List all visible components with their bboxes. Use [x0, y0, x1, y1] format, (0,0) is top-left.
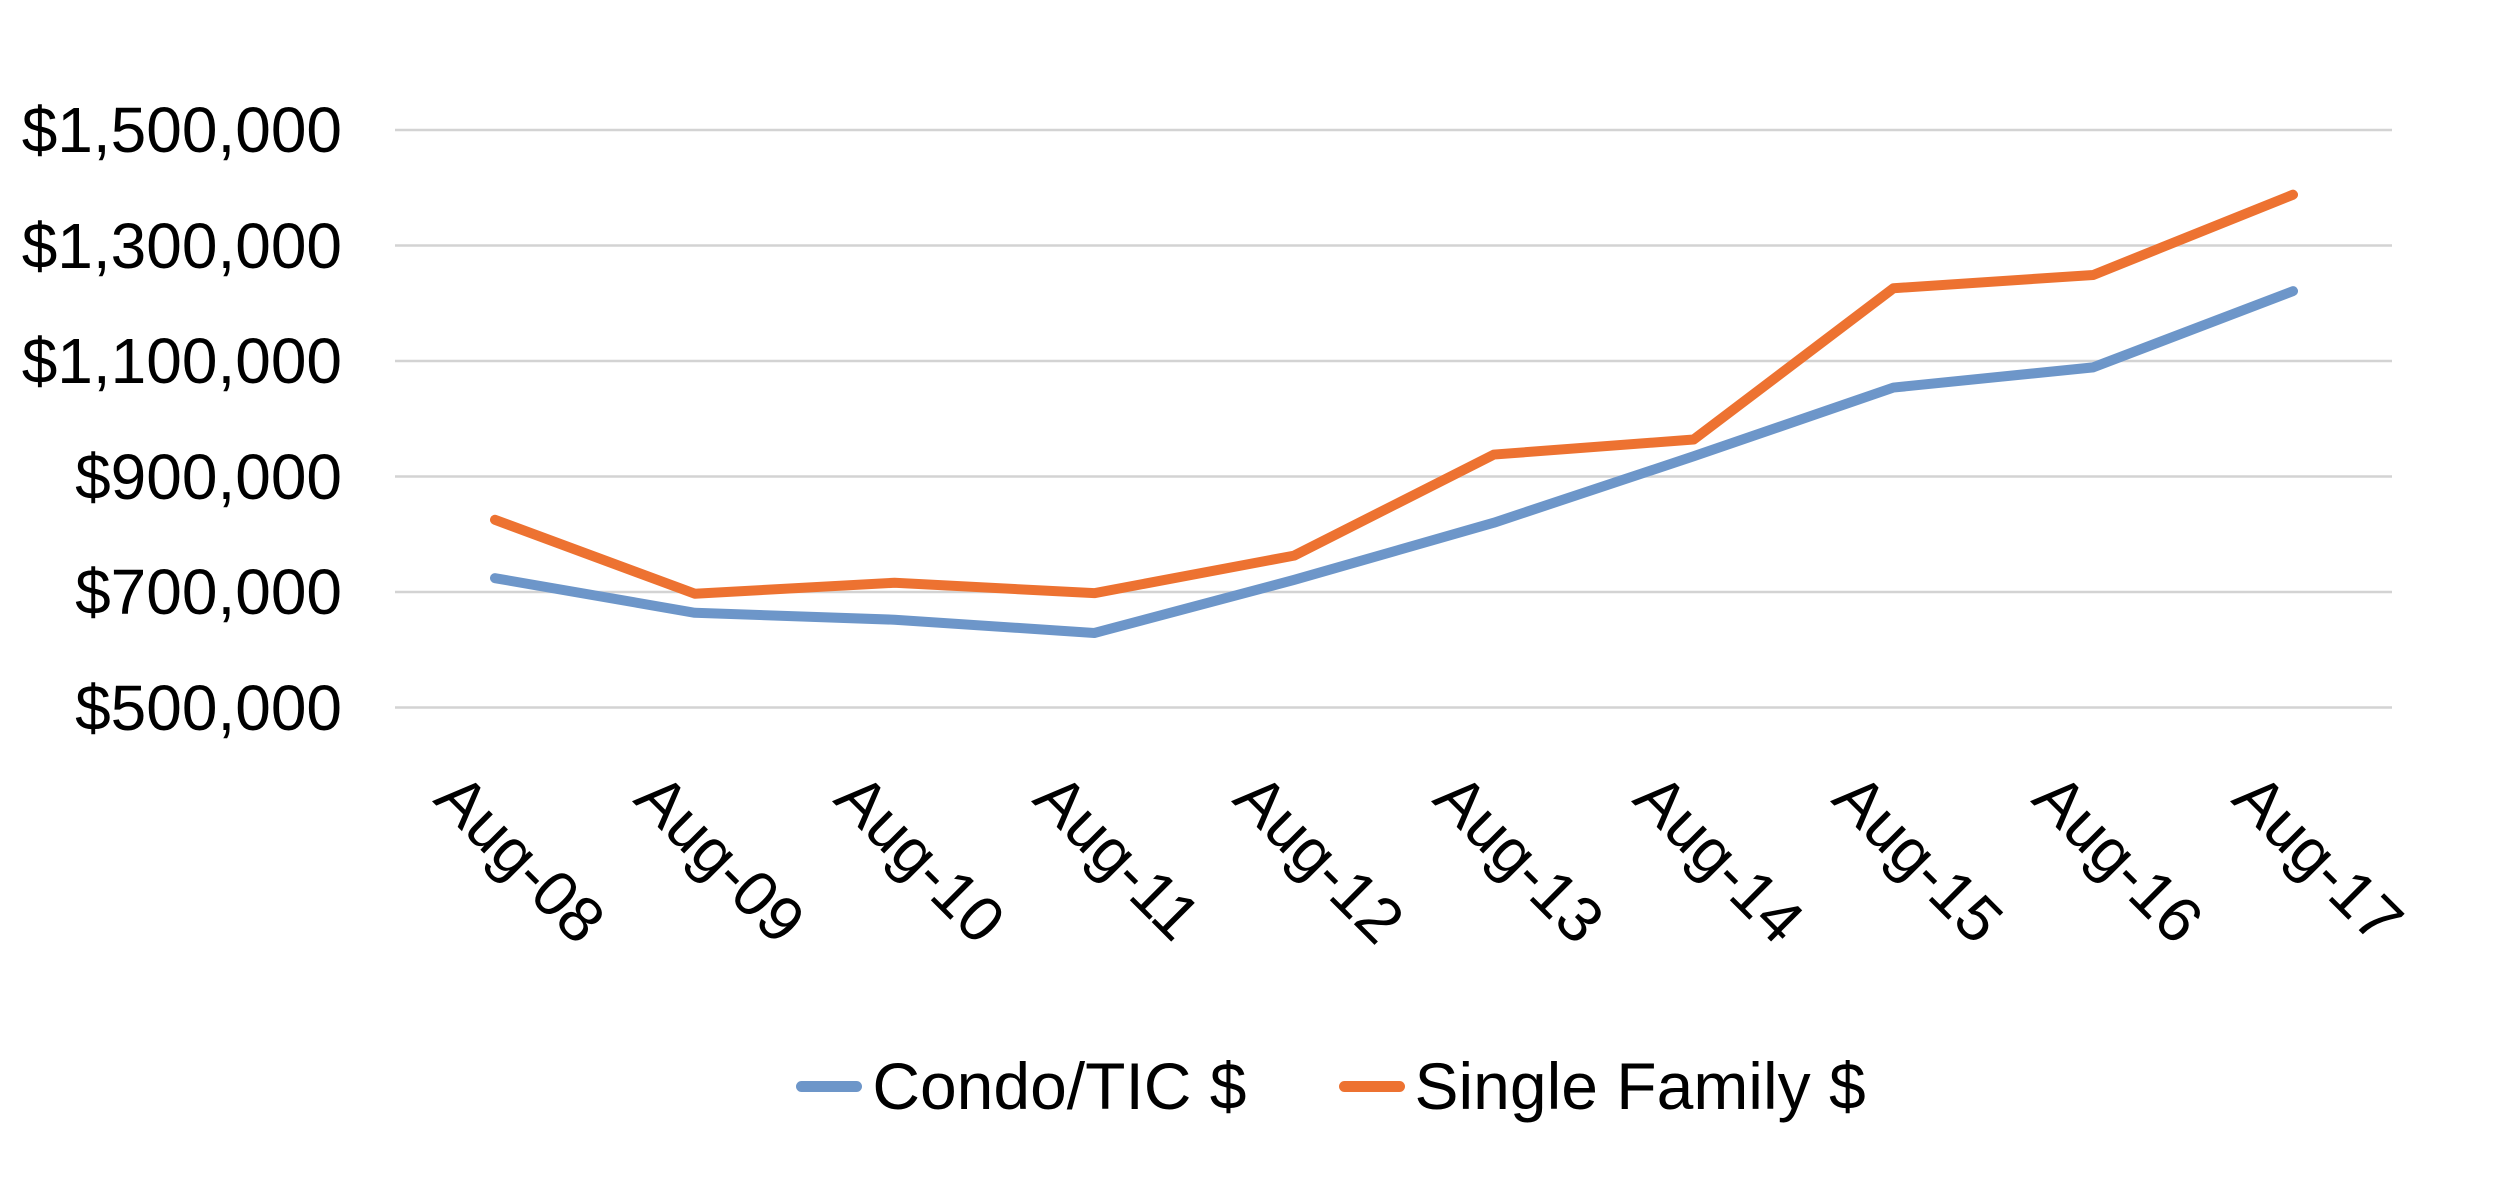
series-line-condo-tic — [490, 286, 2299, 639]
legend-swatch-icon — [796, 1081, 863, 1093]
legend-item-single-family: Single Family $ — [1338, 1049, 1866, 1125]
legend: Condo/TIC $ Single Family $ — [0, 1049, 2500, 1125]
gridlines — [395, 128, 2392, 709]
y-tick-label: $1,500,000 — [21, 94, 342, 166]
series-line-single-family — [490, 189, 2299, 599]
legend-item-condo-tic: Condo/TIC $ — [796, 1049, 1247, 1125]
legend-label: Single Family $ — [1414, 1049, 1866, 1123]
y-tick-label: $900,000 — [75, 440, 342, 513]
y-tick-label: $700,000 — [75, 556, 342, 628]
legend-label: Condo/TIC $ — [872, 1049, 1247, 1123]
y-tick-label: $1,300,000 — [21, 209, 342, 282]
y-tick-label: $500,000 — [75, 671, 342, 744]
series-lines — [490, 189, 2299, 639]
y-tick-label: $1,100,000 — [21, 325, 342, 397]
legend-swatch-icon — [1338, 1081, 1405, 1093]
